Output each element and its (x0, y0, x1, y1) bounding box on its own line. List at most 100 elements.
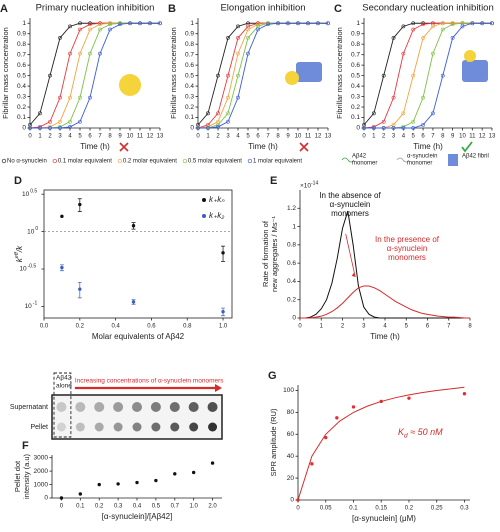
series-line (30, 22, 160, 129)
x-tick-label: 12 (147, 134, 154, 140)
y-tick-label: 0.9 (185, 30, 194, 37)
annotation: α-synuclein (330, 200, 371, 209)
x-tick-label: 2 (341, 324, 345, 330)
data-point (68, 24, 72, 29)
blot-dot (75, 422, 85, 432)
x-tick-label: 0 (362, 134, 366, 140)
y-tick-label: 0.1 (351, 114, 360, 121)
data-point (58, 95, 62, 100)
data-point (38, 125, 42, 129)
cross-mark (299, 142, 309, 152)
x-tick-label: 0.8 (183, 324, 192, 330)
x-tick-label: 3 (58, 134, 62, 140)
x-tick-label: 1.0 (189, 504, 198, 510)
data-point (78, 119, 82, 124)
data-point (88, 51, 92, 56)
x-tick-label: 0.5 (152, 504, 161, 510)
x-tick-label: 5 (246, 134, 250, 140)
y-tick-label: 80 (287, 409, 295, 416)
y-tick-label: 0.1 (17, 114, 26, 121)
data-point (78, 287, 82, 291)
x-tick-label: 11 (137, 134, 144, 140)
y-axis-label: Fibrillar mass concentration (169, 27, 178, 119)
y-tick-label: 3000 (34, 454, 49, 461)
data-point (335, 416, 339, 420)
x-tick-label: 0.1 (76, 504, 85, 510)
data-point (108, 21, 112, 26)
blot-row-label: Supernatant (10, 404, 48, 411)
x-tick-label: 6 (256, 134, 260, 140)
annotation-part: K (398, 427, 405, 437)
data-point (118, 22, 122, 27)
panel-letter: B (168, 3, 176, 15)
x-axis-label: Time (h) (80, 142, 110, 151)
panel-letter: A (0, 3, 8, 15)
x-tick-label: 1 (372, 134, 376, 140)
data-point (226, 111, 230, 116)
y-tick-label: 0.5 (185, 72, 194, 79)
legend-marker (247, 158, 253, 164)
annotation: In the presence of (375, 235, 440, 244)
axis-line (299, 190, 470, 319)
data-point (210, 461, 215, 465)
fit-line (297, 386, 465, 501)
data-point (316, 21, 320, 26)
data-point (78, 27, 82, 32)
x-axis-label: Time (h) (370, 332, 400, 341)
blot-column-label: alone (56, 383, 72, 390)
axis-line (29, 18, 160, 129)
legend-label: k₊k₂ (209, 211, 224, 220)
y-axis-label: intensity (a.u) (22, 453, 31, 499)
data-point (48, 73, 52, 78)
data-point (226, 95, 230, 100)
data-point (256, 27, 260, 32)
data-point (48, 119, 52, 124)
data-point (78, 51, 82, 56)
illustration-label: monomer (407, 161, 432, 167)
data-point (310, 462, 314, 466)
legend-label: 0.1 molar equivalent (58, 159, 112, 165)
y-axis-label: keff/k (14, 245, 24, 262)
data-point (401, 126, 406, 130)
y-axis-label-part: eff (14, 252, 20, 259)
data-point (431, 24, 435, 29)
x-tick-label: 11 (469, 134, 476, 140)
data-point (68, 51, 72, 56)
x-tick-label: 0.4 (111, 324, 120, 330)
blot-arrow-label: Increasing concentrations of α-synuclein… (75, 378, 224, 385)
x-tick-label: 11 (305, 134, 312, 140)
illustration (285, 71, 299, 85)
y-tick-label: 0.7 (17, 51, 26, 58)
x-tick-label: 4 (236, 134, 240, 140)
panel-letter: C (334, 3, 342, 15)
data-point (108, 22, 112, 27)
blot-dot (170, 422, 180, 432)
illustration (464, 50, 476, 62)
annotation: Kd ≈ 50 nM (398, 427, 443, 439)
y-tick-label: 0.8 (17, 41, 26, 48)
y-tick-label: 0.9 (351, 30, 360, 37)
y-tick-label: 1 (190, 20, 194, 27)
illustration-label: monomer (352, 161, 377, 167)
x-tick-label: 13 (489, 134, 496, 140)
x-tick-label: 0 (28, 134, 32, 140)
data-point (450, 22, 455, 27)
data-point (411, 73, 416, 78)
data-point (173, 472, 177, 476)
x-tick-label: 5 (405, 324, 409, 330)
data-point (206, 126, 210, 130)
data-point (59, 496, 64, 500)
x-tick-label: 4 (383, 324, 387, 330)
data-point (236, 36, 240, 40)
data-point (206, 111, 210, 116)
y-tick-exponent: -0.5 (28, 263, 37, 269)
y-tick-label: 40 (287, 453, 295, 460)
x-tick-label: 6 (421, 134, 425, 140)
data-point (401, 111, 406, 116)
y-tick-label: 0.5 (17, 72, 26, 79)
panel-letter: D (14, 175, 22, 187)
x-tick-label: 2.0 (208, 504, 217, 510)
y-tick-label: 0 (292, 315, 296, 322)
y-tick-label: 0.8 (351, 41, 360, 48)
y-tick-label: 0 (190, 125, 194, 132)
